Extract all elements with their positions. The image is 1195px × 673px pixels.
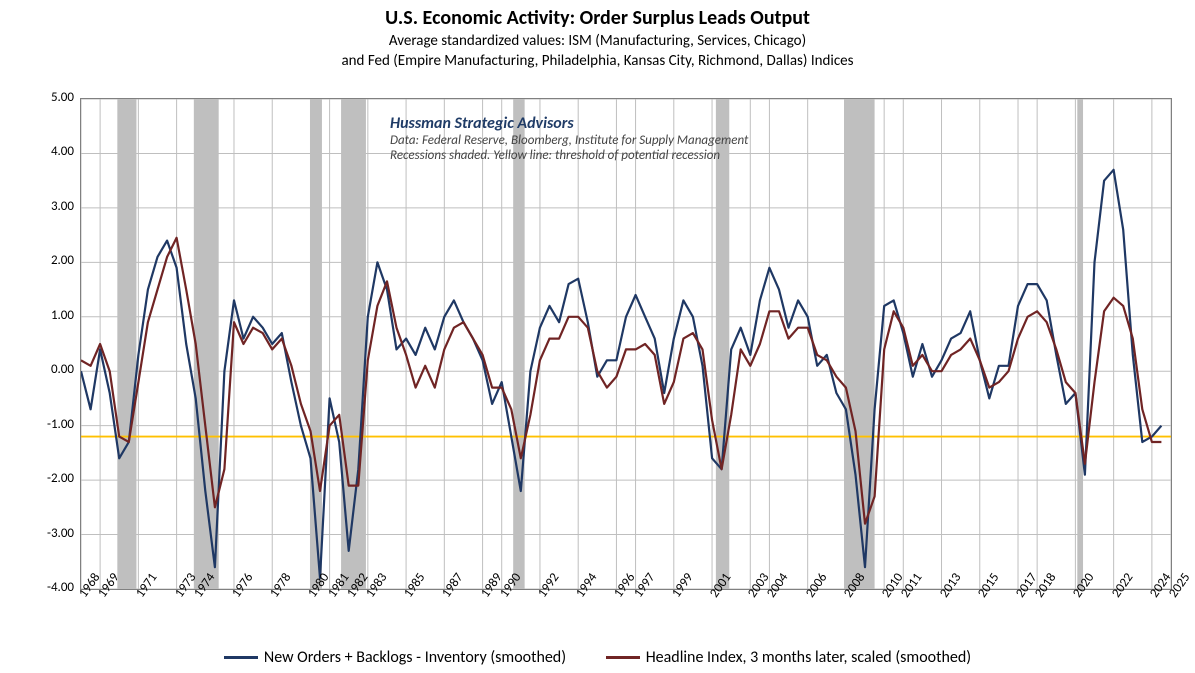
recession-band: [513, 99, 524, 589]
chart-container: U.S. Economic Activity: Order Surplus Le…: [0, 0, 1195, 673]
legend-swatch-2: [606, 656, 640, 659]
annotation-line-1: Data: Federal Reserve, Bloomberg, Instit…: [390, 133, 748, 148]
chart-subtitle-2: and Fed (Empire Manufacturing, Philadelp…: [0, 52, 1195, 70]
annotation-company: Hussman Strategic Advisors: [390, 114, 748, 133]
series-s1: [81, 170, 1161, 578]
annotation-line-2: Recessions shaded. Yellow line: threshol…: [390, 148, 748, 163]
y-axis-tick-label: 5.00: [51, 90, 74, 105]
title-block: U.S. Economic Activity: Order Surplus Le…: [0, 6, 1195, 70]
chart-subtitle-1: Average standardized values: ISM (Manufa…: [0, 32, 1195, 50]
y-axis-tick-label: -3.00: [47, 526, 74, 541]
y-axis-tick-label: 4.00: [51, 144, 74, 159]
legend-label-1: New Orders + Backlogs - Inventory (smoot…: [264, 648, 566, 667]
y-axis-tick-label: 3.00: [51, 199, 74, 214]
y-axis-tick-label: -1.00: [47, 417, 74, 432]
series-s2: [81, 238, 1161, 524]
recession-band: [194, 99, 219, 589]
recession-band: [310, 99, 321, 589]
recession-band: [117, 99, 136, 589]
y-axis-tick-label: 2.00: [51, 253, 74, 268]
recession-band: [1077, 99, 1083, 589]
legend-item-1: New Orders + Backlogs - Inventory (smoot…: [224, 648, 566, 667]
plot-area: [80, 98, 1172, 590]
plot-svg: [81, 99, 1171, 589]
source-annotation: Hussman Strategic Advisors Data: Federal…: [390, 114, 748, 163]
legend-swatch-1: [224, 656, 258, 659]
y-axis-tick-label: 0.00: [51, 362, 74, 377]
y-axis-tick-label: -2.00: [47, 471, 74, 486]
chart-title: U.S. Economic Activity: Order Surplus Le…: [0, 6, 1195, 30]
y-axis-tick-label: -4.00: [47, 580, 74, 595]
legend-label-2: Headline Index, 3 months later, scaled (…: [646, 648, 971, 667]
legend: New Orders + Backlogs - Inventory (smoot…: [0, 645, 1195, 667]
recession-band: [716, 99, 729, 589]
legend-item-2: Headline Index, 3 months later, scaled (…: [606, 648, 971, 667]
y-axis-tick-label: 1.00: [51, 308, 74, 323]
